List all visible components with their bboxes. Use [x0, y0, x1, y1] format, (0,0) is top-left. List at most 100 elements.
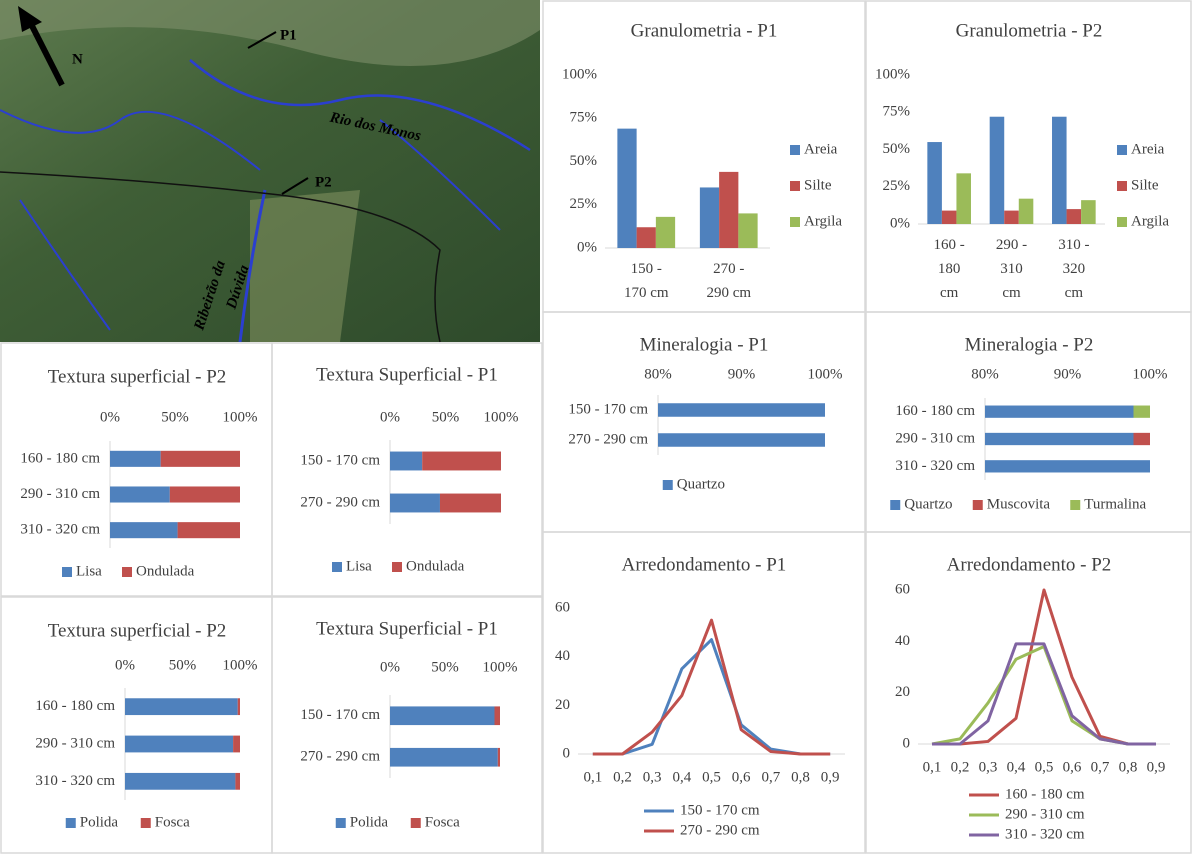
bar — [989, 116, 1005, 224]
y-tick-label: 0% — [890, 215, 910, 231]
legend-swatch — [410, 818, 421, 828]
legend-swatch — [392, 562, 402, 572]
north-label: N — [72, 51, 83, 67]
legend-label: Lisa — [76, 563, 102, 579]
legend-swatch — [790, 181, 800, 191]
legend-swatch — [662, 480, 673, 490]
legend-label: 270 - 290 cm — [680, 822, 760, 838]
x-tick-label: 150 -170 cm — [624, 261, 669, 301]
legend-swatch — [332, 562, 342, 572]
bar — [941, 210, 957, 224]
bar — [956, 173, 971, 224]
y-tick-label: 100% — [562, 66, 597, 82]
legend-label: Ondulada — [406, 558, 465, 574]
bar-segment — [390, 747, 498, 767]
x-tick-label: 0,9 — [1147, 759, 1166, 775]
legend-label: Muscovita — [987, 496, 1051, 512]
p2-label: P2 — [315, 174, 332, 190]
x-tick-label: 100% — [1133, 366, 1168, 382]
bar-segment — [985, 432, 1134, 446]
bar — [655, 216, 676, 248]
bar-segment — [1133, 405, 1150, 418]
bar-segment — [390, 706, 495, 726]
y-tick-label: 0 — [903, 735, 911, 751]
y-tick-label: 150 - 170 cm — [300, 707, 380, 723]
bar-segment — [110, 522, 178, 539]
bar-segment — [177, 522, 240, 539]
y-tick-label: 270 - 290 cm — [300, 494, 380, 510]
x-tick-label: 0% — [115, 657, 135, 673]
legend-swatch — [790, 217, 800, 227]
bar-segment — [160, 450, 240, 467]
chart-title: Arredondamento - P1 — [622, 554, 787, 575]
y-tick-label: 0 — [563, 745, 571, 761]
bar — [636, 227, 656, 248]
y-tick-label: 0% — [577, 239, 597, 255]
line — [592, 638, 831, 756]
chart-title: Mineralogia - P2 — [965, 334, 1094, 355]
bar-segment — [235, 772, 240, 790]
legend-swatch — [62, 567, 72, 577]
bar-segment — [169, 486, 240, 503]
legend-label: 290 - 310 cm — [1005, 806, 1085, 822]
y-tick-label: 25% — [883, 178, 911, 194]
bar-segment — [497, 747, 500, 767]
x-tick-label: 100% — [223, 409, 258, 425]
chart-title: Granulometria - P2 — [956, 20, 1103, 41]
line — [932, 588, 1156, 746]
line — [932, 642, 1156, 746]
bar-segment — [439, 493, 501, 513]
x-tick-label: 90% — [728, 366, 756, 382]
legend-swatch — [1117, 217, 1127, 227]
p1-label: P1 — [280, 27, 297, 43]
x-tick-label: 0,6 — [732, 769, 751, 785]
chart-title: Textura Superficial - P1 — [316, 618, 498, 639]
bar-segment — [390, 451, 423, 471]
x-tick-label: 100% — [223, 657, 258, 673]
x-tick-label: 0% — [380, 409, 400, 425]
line — [931, 644, 1156, 746]
bar — [1066, 209, 1082, 224]
x-tick-label: 0% — [100, 409, 120, 425]
chart-title: Granulometria - P1 — [631, 20, 778, 41]
x-tick-label: 80% — [644, 366, 672, 382]
legend-label: Polida — [350, 814, 389, 830]
y-tick-label: 40 — [555, 648, 570, 664]
y-tick-label: 40 — [895, 633, 910, 649]
x-tick-label: 0,6 — [1063, 759, 1082, 775]
x-tick-label: 50% — [431, 659, 459, 675]
x-tick-label: 50% — [169, 657, 197, 673]
legend-label: Silte — [804, 177, 832, 193]
bar — [1052, 116, 1067, 224]
bar-segment — [1133, 432, 1150, 446]
bar-segment — [125, 735, 234, 753]
x-tick-label: 0,7 — [1091, 759, 1110, 775]
x-tick-label: 0,5 — [702, 769, 721, 785]
x-tick-label: 0,9 — [821, 769, 840, 785]
bar — [699, 187, 720, 248]
y-tick-label: 60 — [555, 599, 570, 615]
y-tick-label: 60 — [895, 581, 910, 597]
x-tick-label: 0,4 — [1007, 759, 1026, 775]
x-tick-label: 0,5 — [1035, 759, 1054, 775]
legend-label: Areia — [1131, 141, 1165, 157]
line — [592, 618, 831, 756]
legend-swatch — [972, 500, 983, 510]
legend-label: Turmalina — [1084, 496, 1146, 512]
y-tick-label: 290 - 310 cm — [35, 735, 115, 751]
legend-label: Argila — [804, 213, 842, 229]
y-tick-label: 25% — [570, 196, 598, 212]
legend-swatch — [335, 818, 346, 828]
bar-segment — [985, 405, 1134, 418]
x-tick-label: 90% — [1054, 366, 1082, 382]
y-tick-label: 290 - 310 cm — [895, 430, 975, 446]
x-tick-label: 50% — [432, 409, 460, 425]
legend-label: 150 - 170 cm — [680, 802, 760, 818]
y-tick-label: 310 - 320 cm — [35, 773, 115, 789]
x-tick-label: 0,4 — [672, 769, 691, 785]
y-tick-label: 150 - 170 cm — [300, 452, 380, 468]
x-tick-label: 50% — [161, 409, 189, 425]
legend-swatch — [1117, 145, 1127, 155]
bar-segment — [110, 450, 161, 467]
bar — [1004, 210, 1019, 224]
